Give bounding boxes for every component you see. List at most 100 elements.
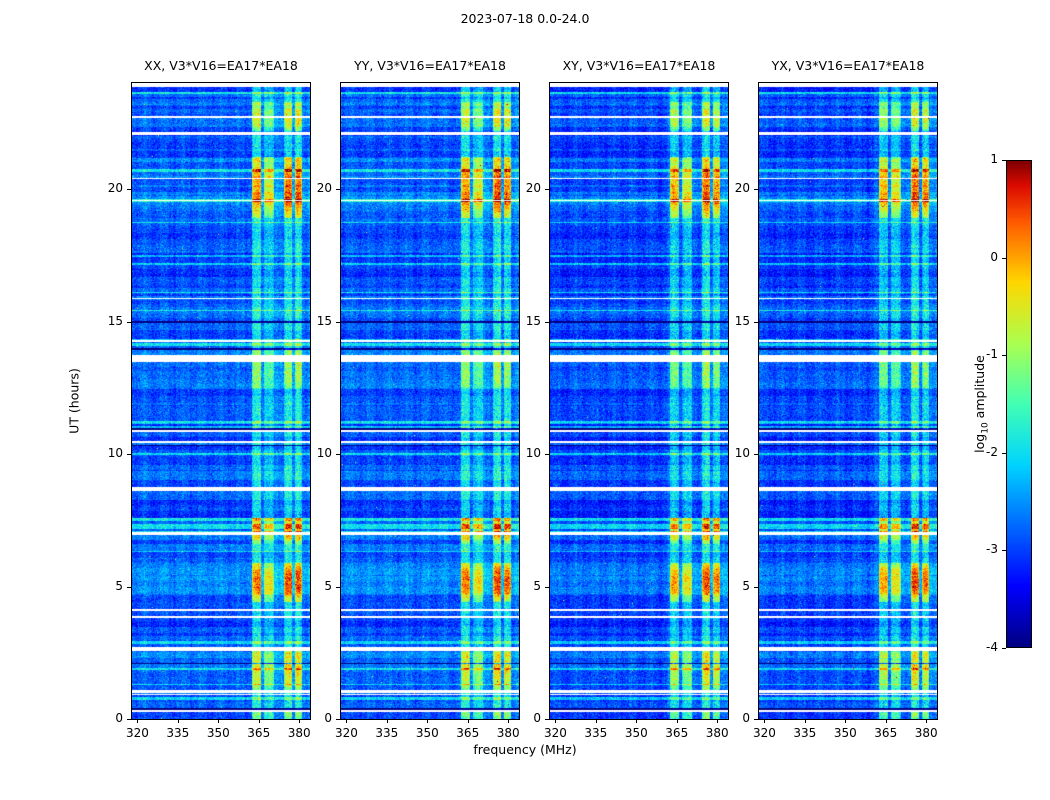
x-tick-label: 350 — [206, 726, 230, 740]
x-tick-mark — [508, 719, 509, 723]
y-tick-mark — [545, 454, 549, 455]
y-tick-mark — [127, 189, 131, 190]
y-tick-mark — [127, 587, 131, 588]
panel-title-xx: XX, V3*V16=EA17*EA18 — [144, 58, 298, 73]
x-tick-label: 365 — [456, 726, 480, 740]
waterfall-panel-xy[interactable] — [549, 82, 729, 720]
x-tick-mark — [636, 719, 637, 723]
waterfall-image-yx — [759, 83, 937, 719]
y-tick-label: 5 — [115, 578, 123, 593]
x-tick-label: 320 — [543, 726, 567, 740]
y-tick-label: 0 — [533, 711, 541, 725]
panel-title-yx: YX, V3*V16=EA17*EA18 — [771, 58, 925, 73]
colorbar-tick-mark — [1002, 258, 1006, 259]
y-tick-mark — [336, 587, 340, 588]
colorbar-tick-label: -1 — [986, 347, 998, 362]
y-tick-mark — [336, 454, 340, 455]
y-tick-mark — [127, 322, 131, 323]
y-tick-mark — [754, 189, 758, 190]
y-tick-mark — [754, 322, 758, 323]
y-tick-mark — [336, 719, 340, 720]
colorbar-tick-mark — [1002, 648, 1006, 649]
x-tick-mark — [886, 719, 887, 723]
panel-title-xy: XY, V3*V16=EA17*EA18 — [562, 58, 716, 73]
y-tick-label: 15 — [525, 313, 541, 328]
x-tick-label: 365 — [247, 726, 271, 740]
y-tick-label: 15 — [316, 313, 332, 328]
x-tick-label: 350 — [624, 726, 648, 740]
x-tick-mark — [178, 719, 179, 723]
y-tick-mark — [545, 322, 549, 323]
y-tick-mark — [754, 587, 758, 588]
x-tick-mark — [427, 719, 428, 723]
y-tick-label: 15 — [107, 313, 123, 328]
y-tick-label: 0 — [324, 711, 332, 725]
y-tick-label: 10 — [107, 446, 123, 460]
x-tick-mark — [259, 719, 260, 723]
panel-title-yy: YY, V3*V16=EA17*EA18 — [354, 58, 506, 73]
waterfall-image-yy — [341, 83, 519, 719]
waterfall-panel-xx[interactable] — [131, 82, 311, 720]
colorbar-tick-label: -4 — [986, 640, 998, 654]
x-tick-label: 335 — [584, 726, 608, 740]
x-tick-label: 380 — [287, 726, 311, 740]
colorbar-tick-label: 0 — [990, 249, 998, 264]
x-tick-label: 380 — [496, 726, 520, 740]
x-tick-mark — [677, 719, 678, 723]
x-tick-mark — [387, 719, 388, 723]
y-tick-mark — [336, 322, 340, 323]
waterfall-image-xy — [550, 83, 728, 719]
y-tick-mark — [545, 719, 549, 720]
x-tick-label: 380 — [914, 726, 938, 740]
colorbar-tick-mark — [1002, 550, 1006, 551]
colorbar-label: log10 amplitude — [972, 355, 991, 453]
x-tick-label: 365 — [665, 726, 689, 740]
x-axis-label: frequency (MHz) — [473, 742, 577, 757]
y-tick-label: 20 — [316, 181, 332, 195]
colorbar[interactable] — [1006, 160, 1032, 648]
figure-suptitle: 2023-07-18 0.0-24.0 — [460, 11, 590, 26]
x-tick-mark — [926, 719, 927, 723]
y-tick-label: 5 — [533, 578, 541, 593]
x-tick-mark — [468, 719, 469, 723]
colorbar-tick-mark — [1002, 160, 1006, 161]
waterfall-panel-yx[interactable] — [758, 82, 938, 720]
y-tick-mark — [336, 189, 340, 190]
y-tick-mark — [754, 454, 758, 455]
y-tick-label: 10 — [525, 446, 541, 460]
colorbar-tick-label: 1 — [990, 152, 998, 166]
x-tick-label: 365 — [874, 726, 898, 740]
y-tick-mark — [545, 189, 549, 190]
y-tick-label: 0 — [742, 711, 750, 725]
x-tick-mark — [218, 719, 219, 723]
y-tick-label: 5 — [742, 578, 750, 593]
x-tick-mark — [717, 719, 718, 723]
waterfall-image-xx — [132, 83, 310, 719]
x-tick-label: 350 — [415, 726, 439, 740]
colorbar-tick-label: -3 — [986, 542, 998, 557]
colorbar-tick-mark — [1002, 453, 1006, 454]
y-tick-label: 0 — [115, 711, 123, 725]
colorbar-label-sub: 10 — [980, 422, 991, 434]
x-tick-label: 320 — [334, 726, 358, 740]
y-tick-label: 20 — [107, 181, 123, 195]
x-tick-mark — [299, 719, 300, 723]
x-tick-label: 335 — [166, 726, 190, 740]
y-tick-label: 10 — [734, 446, 750, 460]
x-tick-label: 335 — [375, 726, 399, 740]
y-tick-label: 20 — [734, 181, 750, 195]
y-tick-mark — [754, 719, 758, 720]
y-tick-label: 20 — [525, 181, 541, 195]
x-tick-mark — [805, 719, 806, 723]
colorbar-tick-mark — [1002, 355, 1006, 356]
y-tick-label: 10 — [316, 446, 332, 460]
x-tick-label: 320 — [752, 726, 776, 740]
y-tick-label: 15 — [734, 313, 750, 328]
waterfall-panel-yy[interactable] — [340, 82, 520, 720]
x-tick-label: 320 — [125, 726, 149, 740]
y-tick-mark — [545, 587, 549, 588]
y-tick-mark — [127, 719, 131, 720]
y-axis-label: UT (hours) — [66, 368, 82, 434]
x-tick-label: 350 — [833, 726, 857, 740]
